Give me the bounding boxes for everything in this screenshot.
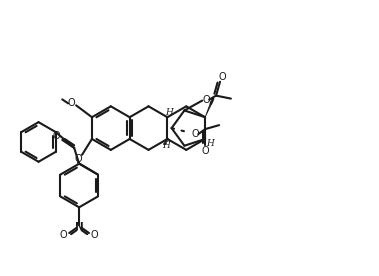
Text: O: O <box>60 230 67 240</box>
Text: O: O <box>218 72 226 82</box>
Text: O: O <box>90 230 98 240</box>
Text: O: O <box>67 98 75 108</box>
Text: O: O <box>53 131 60 141</box>
Text: H: H <box>163 141 170 150</box>
Text: O: O <box>201 146 209 156</box>
Text: O: O <box>191 129 199 139</box>
Text: H: H <box>206 139 214 148</box>
Polygon shape <box>205 103 212 117</box>
Text: O: O <box>74 154 82 164</box>
Text: O: O <box>202 95 210 105</box>
Text: H: H <box>165 108 173 117</box>
Text: N: N <box>75 222 83 232</box>
